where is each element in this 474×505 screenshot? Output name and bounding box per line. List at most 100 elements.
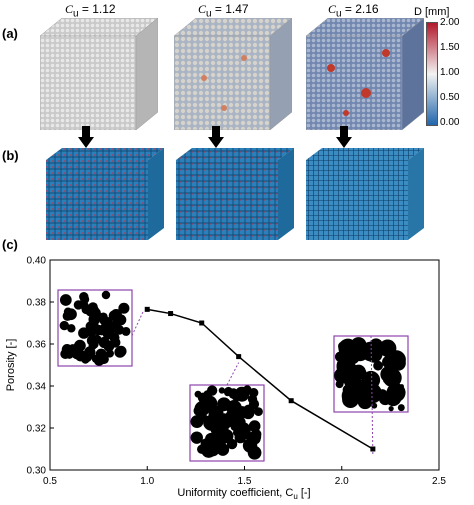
particle: [101, 290, 111, 300]
colorbar: [426, 22, 438, 126]
particle: [105, 349, 114, 358]
colorbar-tick-5: 0.00: [440, 117, 460, 128]
microstructure-inset: [333, 335, 409, 413]
data-point: [199, 320, 205, 326]
data-markers: [144, 306, 376, 452]
microstructure-insets: [57, 289, 409, 462]
particle: [217, 397, 231, 412]
x-tick-label: 0.5: [43, 476, 57, 487]
particle: [109, 332, 120, 343]
particle: [371, 402, 378, 409]
colorbar-tick-3: 1.00: [440, 67, 460, 78]
particle: [380, 366, 397, 383]
particle: [190, 415, 204, 429]
data-point: [144, 306, 150, 312]
y-tick-label: 0.36: [27, 340, 47, 351]
inset-leader-line: [226, 362, 240, 386]
x-tick-label: 2.5: [432, 476, 446, 487]
down-arrow-icon: [208, 126, 224, 148]
particle: [114, 324, 125, 335]
data-point: [168, 311, 174, 317]
contact-network-2: [176, 148, 294, 240]
y-tick-label: 0.38: [27, 298, 47, 309]
y-tick-label: 0.34: [27, 382, 47, 393]
particle: [108, 310, 120, 322]
particle: [67, 324, 76, 333]
particle: [242, 438, 258, 453]
particle: [79, 292, 89, 302]
particle: [373, 360, 383, 371]
data-point: [288, 398, 294, 404]
colorbar-tick-1: 2.00: [440, 17, 460, 28]
microstructure-inset: [189, 384, 265, 462]
particle: [85, 321, 96, 332]
colorbar-tick-2: 1.50: [440, 42, 460, 53]
particle: [225, 410, 234, 419]
particle: [85, 346, 94, 355]
porosity-line: [147, 308, 374, 450]
particle: [242, 406, 255, 420]
x-tick-label: 1.0: [140, 476, 154, 487]
panel-label-a: (a): [2, 26, 18, 41]
particle: [341, 342, 348, 349]
cu-label-2: Cu = 1.47: [198, 2, 249, 20]
particle: [397, 404, 405, 412]
particle: [248, 420, 261, 432]
particle: [193, 405, 205, 417]
data-point: [236, 354, 242, 360]
data-point: [370, 446, 376, 452]
particle: [230, 421, 241, 432]
particle: [346, 374, 362, 391]
porosity-chart: 0.30 0.32 0.34 0.36 0.38 0.40 0.5 1.0 1.5 2.0 2.5…: [5, 256, 446, 502]
particle: [334, 367, 351, 384]
particle: [65, 308, 77, 321]
y-tick-label: 0.30: [27, 466, 47, 477]
particle: [93, 356, 104, 366]
particle: [118, 302, 130, 314]
y-tick-label: 0.40: [27, 256, 47, 267]
contact-network-1: [46, 148, 164, 240]
down-arrow-icon: [336, 126, 352, 148]
y-tick-label: 0.32: [27, 424, 47, 435]
particle-cube-3: [306, 18, 424, 130]
particle-cube-2: [174, 18, 292, 130]
x-tick-label: 1.5: [238, 476, 252, 487]
particle: [218, 387, 226, 394]
particle: [388, 406, 394, 412]
particle: [65, 350, 74, 359]
particle: [90, 305, 100, 315]
particle: [190, 431, 203, 444]
particle: [214, 415, 223, 424]
particle: [59, 320, 69, 331]
particle: [231, 390, 243, 402]
particle: [342, 391, 359, 409]
x-axis-ticks: 0.5 1.0 1.5 2.0 2.5: [43, 466, 446, 487]
particle: [247, 394, 258, 404]
particle-cube-1: [40, 18, 158, 130]
particle: [59, 294, 72, 306]
contact-network-3: [306, 148, 424, 240]
particle: [114, 346, 126, 358]
particle: [81, 305, 91, 315]
particle: [200, 438, 213, 451]
y-axis-ticks: 0.30 0.32 0.34 0.36 0.38 0.40: [27, 256, 54, 477]
inset-leader-line: [131, 311, 144, 336]
particle: [103, 340, 115, 352]
particle: [390, 355, 406, 371]
particle: [399, 384, 404, 389]
particle: [206, 385, 218, 396]
y-axis-label: Porosity [-]: [5, 339, 17, 392]
cu-label-1: Cu = 1.12: [65, 2, 116, 20]
particle: [210, 421, 219, 430]
particle: [382, 355, 395, 369]
particle: [219, 429, 234, 444]
particle: [73, 300, 84, 310]
panel-label-b: (b): [2, 148, 19, 163]
particle: [339, 353, 348, 362]
cu-label-3: Cu = 2.16: [328, 2, 379, 20]
x-tick-label: 2.0: [335, 476, 349, 487]
particle: [98, 312, 108, 322]
particle: [254, 407, 263, 417]
colorbar-tick-4: 0.50: [440, 92, 460, 103]
particle: [369, 338, 383, 352]
